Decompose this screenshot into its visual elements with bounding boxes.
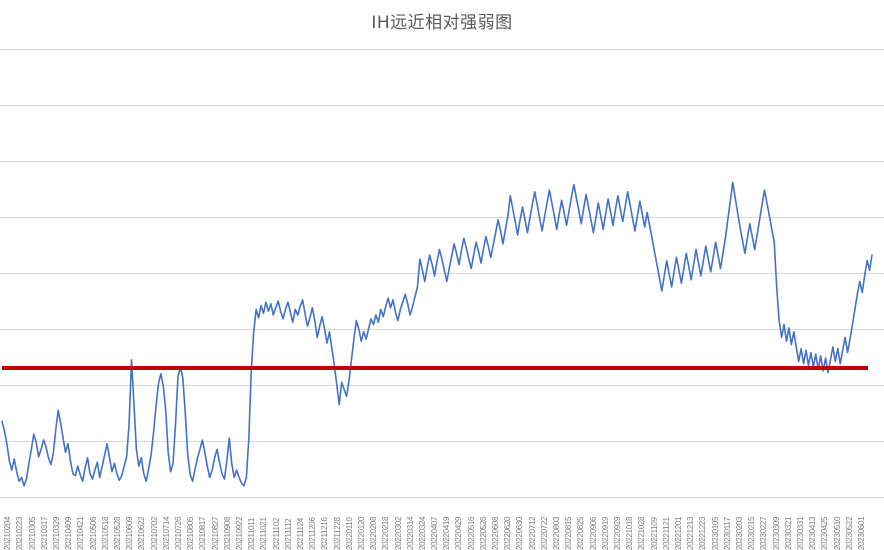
x-axis-tick-label: 20210922 [234,516,244,550]
x-axis-tick-label: 20211206 [308,517,318,550]
series-line [1,181,873,487]
x-axis-tick-label: 20210305 [27,516,37,550]
series-line-group [1,181,873,487]
x-axis-tick-label: 20230203 [735,516,745,550]
x-axis-tick-label: 20220722 [539,516,549,550]
x-axis-tick-label: 20211102 [271,517,281,550]
x-axis-tick-label: 20211216 [320,517,330,550]
x-axis-tick-label: 20230331 [796,516,805,550]
x-axis-tick-label: 20210908 [222,516,232,550]
x-axis-tick-label: 20220608 [491,516,501,550]
x-axis-tick-label: 20221018 [625,516,635,550]
x-axis-tick-label: 20211228 [332,517,342,550]
x-axis-tick-label: 20220314 [405,516,415,550]
x-axis-tick-label: 20220526 [478,516,488,550]
chart-title: IH远近相对强弱图 [371,13,513,33]
x-axis-tick-label: 20210714 [161,516,171,550]
x-axis-tick-label: 20230510 [832,516,842,550]
x-axis-tick-label: 20230321 [783,516,793,550]
x-axis-tick-label: 20220825 [576,516,586,550]
x-axis-tick-label: 20220218 [381,516,391,550]
x-axis-tick-label: 20221109 [649,517,659,550]
x-axis-tick-label: 20210409 [64,516,74,550]
x-axis-tick-label: 20220712 [527,516,537,550]
x-axis-tick-label: 20221028 [637,516,647,550]
gridlines-group [0,49,884,498]
x-axis-tick-label: 20230522 [844,516,854,550]
x-axis-tick-label: 20210622 [137,516,147,550]
x-axis-tick-label: 20210702 [149,516,159,550]
x-axis-tick-label: 20230309 [771,516,781,550]
x-axis-tick-label: 20220516 [466,516,476,550]
x-axis-tick-label: 20221213 [686,516,696,550]
x-axis-tick-label: 20230215 [747,516,757,550]
x-axis-tick-label: 20220630 [515,516,525,550]
x-axis-tick-label: 20210518 [100,516,110,550]
x-axis-tick-label: 20221223 [698,516,708,550]
x-axis-tick-label: 20210506 [88,516,98,550]
x-axis-labels: 2021012520210204202102232021030520210317… [0,500,884,550]
x-axis-tick-label: 20210726 [173,516,183,550]
x-axis-tick-label: 20210805 [186,516,196,550]
x-axis-tick-label: 20211011 [247,517,257,550]
x-axis-tick-label: 20210817 [198,516,208,550]
x-axis-tick-label: 20220919 [600,516,610,550]
x-axis-tick-label: 20220620 [503,516,513,550]
x-axis-tick-label: 20230601 [857,516,866,550]
x-axis-tick-label: 20220419 [442,516,452,550]
x-axis-tick-label: 20221201 [674,516,684,550]
x-axis-tick-label: 20220429 [454,516,464,550]
x-axis-tick-label: 20210317 [39,516,49,550]
plot-svg [0,49,884,498]
x-axis-tick-label: 20220407 [430,516,440,550]
x-axis-tick-label: 20220803 [552,516,562,550]
x-axis-tick-label: 20210223 [15,516,25,550]
x-axis-tick-label: 20221121 [661,517,671,550]
x-axis-tick-label: 20230227 [759,516,769,550]
x-axis-tick-label: 20220906 [588,516,598,550]
plot-area [0,40,884,500]
x-axis-tick-label: 20220302 [393,516,403,550]
x-axis-tick-label: 20210421 [76,516,86,550]
x-axis-tick-label: 20230105 [710,516,720,550]
x-axis-tick-label: 20210827 [210,516,220,550]
x-axis-tick-label: 20210609 [125,516,135,550]
x-axis-tick-label: 20220929 [613,516,623,550]
x-axis-tick-label: 20220815 [564,516,574,550]
x-axis-tick-label: 20220208 [369,516,379,550]
x-axis-tick-label: 20211021 [259,517,269,550]
x-axis-tick-label: 20210329 [51,516,61,550]
x-axis-tick-label: 20211124 [295,517,305,550]
x-axis-tick-label: 20210204 [3,516,13,550]
x-axis-tick-label: 20230425 [820,516,830,550]
x-axis-tick-label: 20220120 [356,516,366,550]
x-axis-tick-label: 20220324 [417,516,427,550]
x-axis-tick-label: 20230413 [808,516,818,550]
x-axis-tick-label: 20220110 [344,517,354,550]
x-axis-tick-label: 20211112 [283,518,293,550]
x-axis-tick-label: 20210528 [112,516,122,550]
x-axis-tick-label: 20230117 [722,517,732,550]
